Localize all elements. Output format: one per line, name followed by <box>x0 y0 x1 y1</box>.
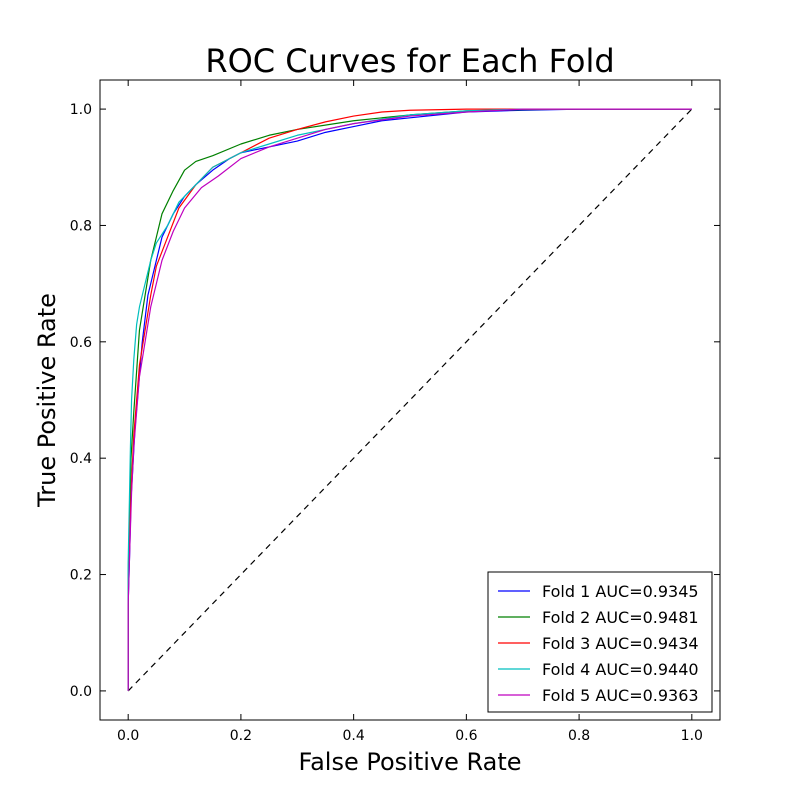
y-axis-title: True Positive Rate <box>33 293 61 508</box>
legend-label-fold-2: Fold 2 AUC=0.9481 <box>542 608 699 627</box>
x-tick-label: 0.6 <box>455 728 477 744</box>
x-tick-label: 0.4 <box>343 728 365 744</box>
chart-title: ROC Curves for Each Fold <box>205 42 614 80</box>
y-tick-label: 0.2 <box>70 568 92 584</box>
y-tick-label: 0.6 <box>70 335 92 351</box>
legend-label-fold-4: Fold 4 AUC=0.9440 <box>542 660 699 679</box>
y-tick-label: 0.8 <box>70 218 92 234</box>
legend-label-fold-3: Fold 3 AUC=0.9434 <box>542 634 699 653</box>
axes-frame <box>99 79 721 721</box>
roc-line-fold-4 <box>127 108 692 691</box>
x-tick-label: 0.8 <box>568 728 590 744</box>
x-axis-title: False Positive Rate <box>298 748 521 776</box>
x-tick-label: 1.0 <box>681 728 703 744</box>
y-tick-label: 1.0 <box>70 102 92 118</box>
legend-label-fold-5: Fold 5 AUC=0.9363 <box>542 686 699 705</box>
legend-box <box>487 571 713 713</box>
x-tick-label: 0.0 <box>117 728 139 744</box>
y-tick-label: 0.4 <box>70 451 92 467</box>
plot-area: 0.0 0.2 0.4 0.6 0.8 1.0 0.0 0.2 0.4 0.6 0.8 1.0 Fold… <box>70 79 721 744</box>
y-tick-label: 0.0 <box>70 684 92 700</box>
chance-reference-line <box>127 108 693 692</box>
legend-label-fold-1: Fold 1 AUC=0.9345 <box>542 582 699 601</box>
roc-line-fold-5 <box>127 108 692 691</box>
x-tick-label: 0.2 <box>230 728 252 744</box>
legend: Fold 1 AUC=0.9345 Fold 2 AUC=0.9481 Fold 3… <box>487 571 713 713</box>
